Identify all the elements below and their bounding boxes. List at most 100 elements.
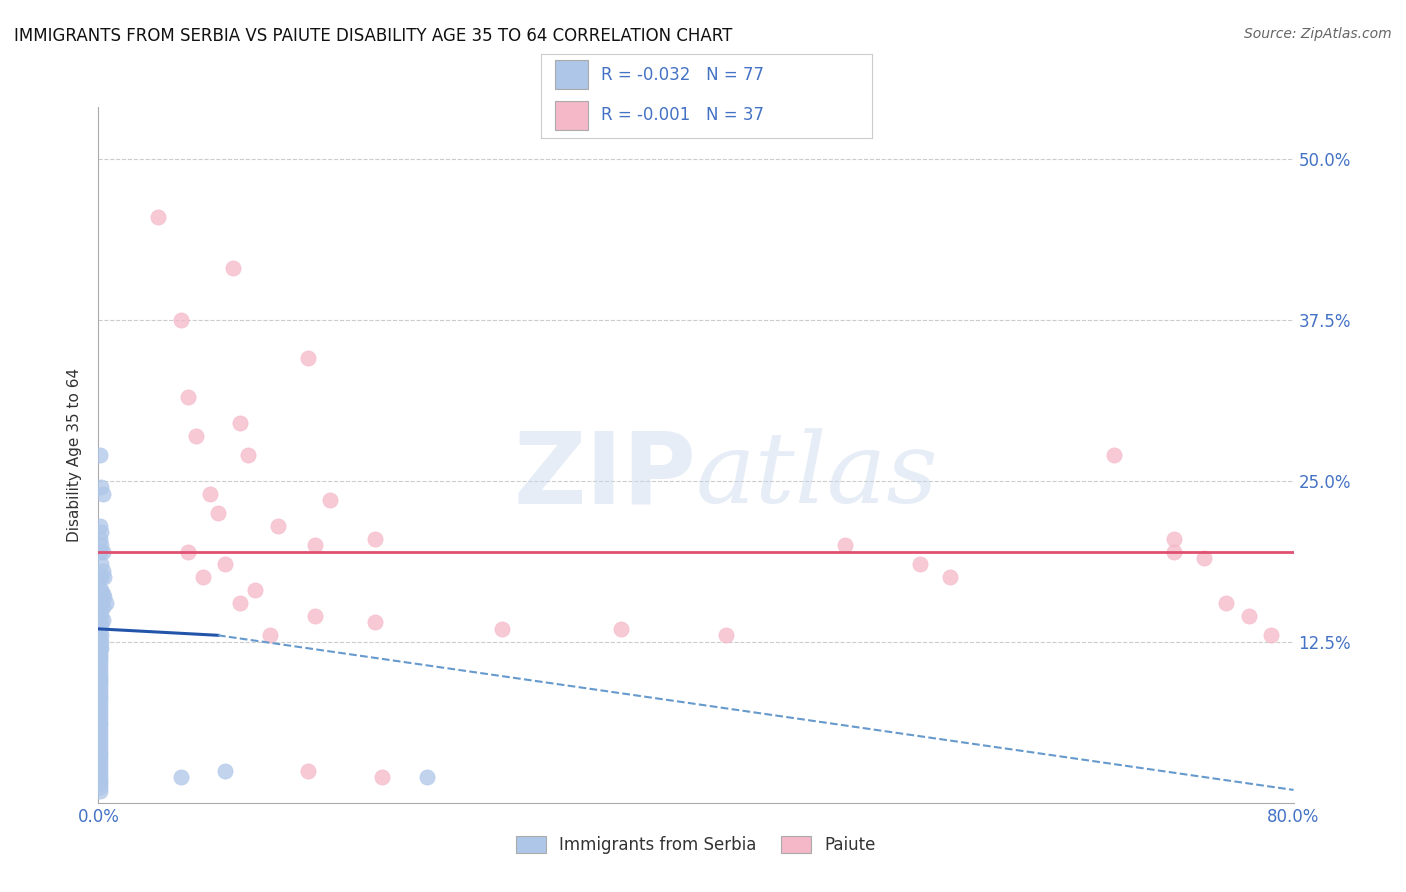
Point: [89, 741, 111, 756]
Point: [214, 764, 236, 778]
Point: [89, 714, 111, 729]
Text: Source: ZipAtlas.com: Source: ZipAtlas.com: [1244, 27, 1392, 41]
Point: [214, 558, 236, 572]
Point: [364, 532, 387, 546]
Point: [89, 780, 111, 795]
Point: [90, 538, 112, 552]
Point: [89, 706, 111, 721]
Point: [91, 599, 114, 614]
Text: R = -0.032   N = 77: R = -0.032 N = 77: [600, 66, 763, 84]
Point: [207, 506, 229, 520]
Point: [177, 390, 200, 404]
Point: [89, 718, 111, 732]
Point: [89, 749, 111, 764]
Point: [191, 570, 214, 584]
Legend: Immigrants from Serbia, Paiute: Immigrants from Serbia, Paiute: [509, 829, 883, 861]
Point: [89, 680, 111, 694]
Point: [89, 570, 111, 584]
Point: [90, 558, 112, 572]
Point: [90, 570, 112, 584]
Point: [304, 538, 326, 552]
Point: [89, 615, 111, 630]
Point: [89, 691, 111, 706]
Point: [319, 493, 342, 508]
Point: [1237, 609, 1260, 624]
Point: [908, 558, 931, 572]
Point: [1215, 596, 1237, 610]
Point: [89, 518, 111, 533]
Point: [714, 628, 737, 642]
Text: ZIP: ZIP: [513, 427, 696, 524]
Point: [89, 654, 111, 668]
Point: [259, 628, 281, 642]
Point: [245, 583, 267, 598]
Point: [364, 615, 387, 630]
Point: [297, 764, 319, 778]
Point: [90, 596, 112, 610]
Point: [1163, 544, 1185, 558]
Point: [89, 688, 111, 702]
Point: [89, 532, 111, 546]
Point: [89, 657, 111, 672]
Point: [89, 676, 111, 690]
Point: [89, 711, 111, 725]
Text: atlas: atlas: [696, 428, 939, 524]
Point: [834, 538, 856, 552]
Point: [90, 609, 112, 624]
Point: [94, 596, 117, 610]
Point: [89, 665, 111, 680]
Point: [89, 448, 111, 462]
Point: [90, 525, 112, 540]
Point: [89, 753, 111, 767]
Point: [148, 210, 170, 224]
Point: [89, 639, 111, 653]
Point: [89, 695, 111, 709]
Point: [371, 770, 394, 784]
Point: [91, 486, 114, 500]
Point: [89, 544, 111, 558]
Point: [90, 641, 112, 656]
Point: [89, 723, 111, 737]
Point: [491, 622, 513, 636]
Y-axis label: Disability Age 35 to 64: Disability Age 35 to 64: [67, 368, 83, 542]
Point: [184, 428, 207, 442]
Point: [89, 644, 111, 658]
Point: [89, 738, 111, 752]
Point: [1104, 448, 1126, 462]
Point: [89, 772, 111, 787]
Point: [89, 757, 111, 772]
Point: [1260, 628, 1282, 642]
Point: [89, 673, 111, 688]
Point: [89, 746, 111, 760]
Point: [93, 590, 115, 604]
Point: [89, 784, 111, 798]
Point: [90, 634, 112, 648]
Point: [222, 261, 245, 276]
Point: [89, 769, 111, 783]
Point: [89, 632, 111, 647]
Point: [177, 544, 200, 558]
Point: [297, 351, 319, 366]
Point: [939, 570, 962, 584]
Point: [89, 776, 111, 790]
Point: [229, 596, 252, 610]
Point: [89, 596, 111, 610]
Point: [267, 518, 290, 533]
Point: [229, 416, 252, 430]
Point: [93, 570, 115, 584]
Point: [89, 726, 111, 740]
Point: [89, 669, 111, 683]
Point: [91, 544, 114, 558]
Bar: [554, 101, 588, 130]
Point: [91, 564, 114, 578]
Point: [89, 699, 111, 714]
Point: [89, 764, 111, 779]
Point: [89, 662, 111, 676]
Point: [89, 734, 111, 748]
Point: [89, 651, 111, 665]
Point: [89, 648, 111, 662]
Bar: [554, 61, 588, 89]
Point: [89, 583, 111, 598]
Point: [1163, 532, 1185, 546]
Point: [169, 312, 191, 326]
